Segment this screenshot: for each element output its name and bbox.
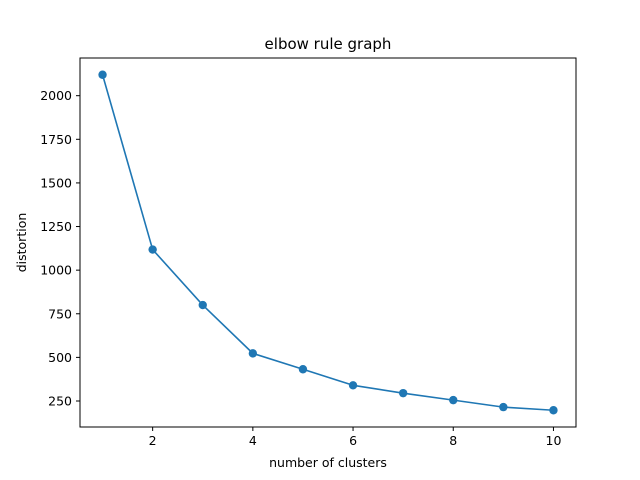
data-point <box>449 395 458 405</box>
y-tick-label: 1250 <box>40 219 72 234</box>
y-tick-label: 1000 <box>40 263 72 278</box>
y-tick-label: 1500 <box>40 175 72 190</box>
y-tick-label: 250 <box>48 394 72 409</box>
data-point <box>198 300 207 310</box>
data-point <box>499 402 508 412</box>
y-tick-label: 750 <box>48 306 72 321</box>
x-tick-label: 6 <box>349 433 357 448</box>
y-tick-label: 1750 <box>40 132 72 147</box>
y-tick-label: 2000 <box>40 88 72 103</box>
data-point <box>298 365 308 374</box>
data-point <box>348 381 358 390</box>
series-line <box>101 74 554 412</box>
x-tick-label: 10 <box>546 433 562 448</box>
data-point <box>98 70 107 79</box>
data-point <box>549 406 558 415</box>
data-point <box>398 388 408 398</box>
x-tick-label: 4 <box>249 433 257 448</box>
y-axis-label: distortion <box>14 213 29 273</box>
y-tick-label: 500 <box>48 350 72 365</box>
y-axis: 250 500 750 1000 1250 1500 1750 2000 <box>40 88 80 409</box>
data-point <box>148 245 157 254</box>
data-point <box>248 349 258 358</box>
x-axis-label: number of clusters <box>269 455 387 470</box>
plot-area <box>98 70 558 415</box>
x-tick-label: 2 <box>149 433 157 448</box>
plot-frame <box>79 57 577 428</box>
x-tick-label: 8 <box>449 433 457 448</box>
chart-title: elbow rule graph <box>265 35 392 53</box>
x-axis: 2 4 6 8 10 <box>149 427 562 448</box>
